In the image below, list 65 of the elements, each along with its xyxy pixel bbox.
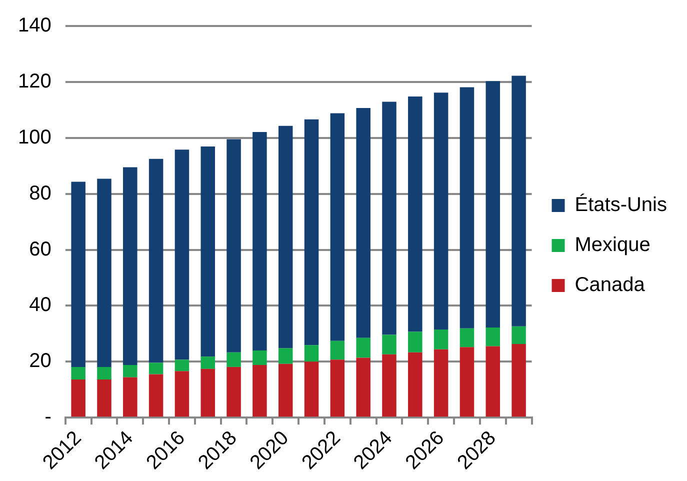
bar	[97, 178, 112, 367]
bar	[512, 326, 526, 344]
bar	[97, 380, 112, 417]
bar	[174, 371, 190, 417]
bar	[278, 348, 293, 364]
bar	[148, 158, 164, 363]
bar	[512, 76, 526, 326]
bar	[304, 362, 319, 417]
bar	[382, 354, 396, 417]
bar	[174, 150, 190, 360]
bar	[278, 126, 293, 348]
bar	[434, 92, 448, 330]
bar	[252, 132, 267, 350]
bar	[460, 328, 474, 348]
bar	[148, 374, 164, 417]
bar	[356, 108, 370, 338]
bar	[304, 345, 319, 362]
bar	[97, 366, 112, 380]
y-tick-label: 60	[29, 238, 52, 260]
legend-label: Canada	[574, 274, 646, 296]
y-tick-label: 120	[18, 70, 52, 92]
bar	[408, 352, 422, 417]
y-tick-label: 40	[29, 294, 52, 316]
bar	[512, 344, 526, 417]
bar	[71, 182, 86, 367]
bar	[330, 113, 345, 341]
bar	[460, 347, 474, 417]
bar	[434, 329, 448, 350]
bar	[278, 364, 293, 417]
bar	[226, 139, 241, 352]
bar	[200, 146, 215, 357]
bar	[486, 81, 500, 328]
y-tick-label: -	[44, 406, 52, 428]
bar	[71, 366, 86, 380]
bar	[382, 334, 396, 354]
y-tick-label: 20	[29, 350, 52, 372]
bar	[356, 358, 370, 417]
bar	[460, 87, 474, 328]
bar	[174, 360, 190, 372]
bar	[123, 167, 138, 365]
bar	[356, 338, 370, 358]
bar	[252, 350, 267, 365]
bar	[226, 366, 241, 417]
bar	[486, 328, 500, 346]
bar	[200, 368, 215, 417]
y-tick-label: 80	[29, 182, 52, 204]
bar	[330, 340, 345, 360]
bar	[304, 119, 319, 346]
bar	[123, 377, 138, 417]
legend-label: États-Unis	[574, 193, 668, 216]
bar	[226, 352, 241, 367]
y-tick-label: 140	[18, 14, 52, 37]
bar	[408, 332, 422, 352]
bar	[71, 380, 86, 417]
bar	[252, 364, 267, 417]
legend-label: Mexique	[574, 234, 650, 256]
bar	[200, 356, 215, 369]
bar	[123, 364, 138, 378]
bar	[148, 362, 164, 374]
bar	[382, 102, 396, 335]
y-tick-label: 100	[18, 126, 52, 148]
bar	[434, 349, 448, 417]
bar	[408, 96, 422, 332]
bar	[486, 346, 500, 417]
bar	[330, 360, 345, 417]
